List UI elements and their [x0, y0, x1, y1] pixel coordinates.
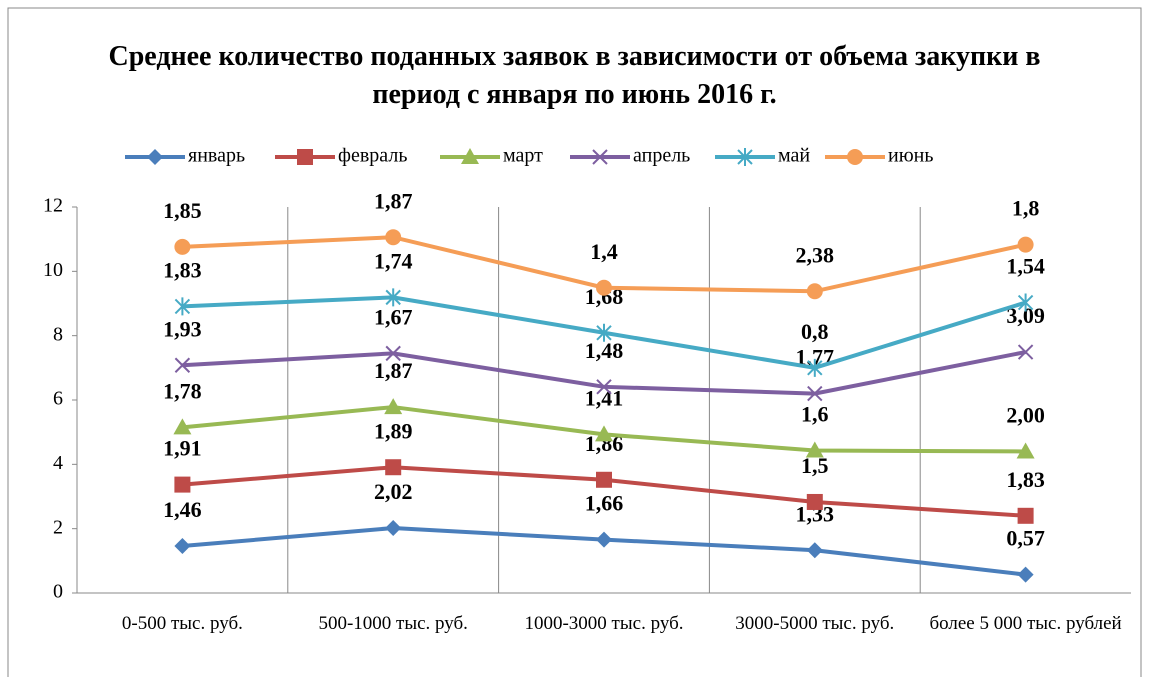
- y-tick-label: 8: [53, 323, 63, 345]
- marker: [385, 520, 402, 537]
- data-label: 1,91: [163, 436, 202, 461]
- x-tick-label: 1000-3000 тыс. руб.: [524, 613, 684, 634]
- data-label: 0,8: [801, 319, 829, 344]
- y-tick-label: 10: [43, 259, 63, 281]
- marker: [596, 379, 612, 395]
- marker: [596, 471, 612, 488]
- marker: [737, 148, 753, 166]
- series: 1,83 1,741,680,81,54: [163, 248, 1045, 377]
- data-label: 1,93: [163, 316, 202, 341]
- y-tick-label: 6: [53, 388, 63, 410]
- data-label: 1,83: [163, 257, 202, 282]
- x-tick-label: 500-1000 тыс. руб.: [318, 613, 468, 634]
- marker: [806, 283, 823, 300]
- legend-label: апрель: [633, 145, 690, 167]
- series: 1,462,02 1,66 1,330,57: [163, 479, 1045, 583]
- marker: [174, 357, 191, 373]
- marker: [596, 279, 612, 296]
- marker: [592, 149, 608, 165]
- data-label: 1,78: [163, 378, 202, 403]
- marker: [805, 441, 824, 458]
- x-tick-label: более 5 000 тыс. рублей: [929, 613, 1122, 634]
- data-label: 2,02: [374, 479, 413, 504]
- legend-label: февраль: [338, 145, 407, 167]
- data-label: 1,4: [590, 239, 618, 264]
- marker: [806, 542, 823, 559]
- marker: [1017, 566, 1034, 583]
- marker: [1017, 344, 1034, 360]
- marker: [147, 149, 163, 165]
- marker: [596, 531, 612, 548]
- legend-label: март: [503, 145, 543, 167]
- data-label: 2,38: [796, 242, 835, 267]
- marker: [174, 297, 191, 316]
- legend-label: январь: [188, 145, 245, 167]
- marker: [595, 425, 613, 442]
- data-label: 1,66: [585, 491, 624, 516]
- data-label: 1,87: [374, 358, 413, 383]
- data-label: 1,89: [374, 418, 413, 443]
- marker: [847, 149, 863, 165]
- data-label: 1,74: [374, 248, 413, 273]
- series: 1,78 1,87 1,41 1,6 2,00: [163, 358, 1045, 459]
- series: 1,93 1,671,48 1,773,09: [163, 303, 1045, 402]
- marker: [384, 398, 403, 415]
- marker: [174, 238, 191, 255]
- data-label: 1,87: [374, 188, 413, 213]
- data-label: 1,85: [163, 198, 202, 223]
- legend-label: июнь: [888, 145, 933, 167]
- data-label: 1,41: [585, 385, 624, 410]
- data-label: 1,6: [801, 402, 829, 427]
- marker: [385, 229, 402, 246]
- marker: [1016, 442, 1035, 459]
- data-label: 1,46: [163, 497, 202, 522]
- marker: [807, 358, 823, 377]
- marker: [1017, 507, 1034, 524]
- data-label: 1,83: [1006, 467, 1045, 492]
- marker: [385, 345, 401, 362]
- y-tick-label: 2: [53, 516, 63, 538]
- frame: [7, 7, 1142, 677]
- marker: [596, 323, 612, 342]
- data-label: 1,67: [374, 304, 413, 329]
- marker: [297, 149, 313, 165]
- marker: [461, 148, 479, 164]
- data-label: 0,57: [1006, 526, 1045, 551]
- x-tick-label: 3000-5000 тыс. руб.: [735, 613, 895, 634]
- marker: [1017, 293, 1034, 312]
- chart-title: Среднее количество поданных заявок в зав…: [108, 41, 1041, 110]
- data-label: 1,54: [1006, 254, 1045, 279]
- legend-label: май: [778, 145, 810, 167]
- y-tick-label: 4: [53, 452, 63, 474]
- series: 1,85 1,87 1,4 2,38 1,8: [163, 188, 1040, 300]
- marker: [806, 493, 823, 510]
- marker: [385, 459, 402, 476]
- data-label: 1,8: [1012, 196, 1040, 221]
- y-tick-label: 12: [43, 195, 63, 217]
- data-label: 2,00: [1006, 403, 1045, 428]
- data-label: 1,48: [585, 338, 624, 363]
- marker: [174, 538, 191, 555]
- marker: [385, 288, 401, 307]
- marker: [807, 385, 823, 402]
- marker: [1017, 236, 1034, 253]
- y-tick-label: 0: [53, 581, 63, 603]
- marker: [174, 476, 191, 493]
- marker: [173, 418, 192, 435]
- x-tick-label: 0-500 тыс. руб.: [121, 613, 243, 634]
